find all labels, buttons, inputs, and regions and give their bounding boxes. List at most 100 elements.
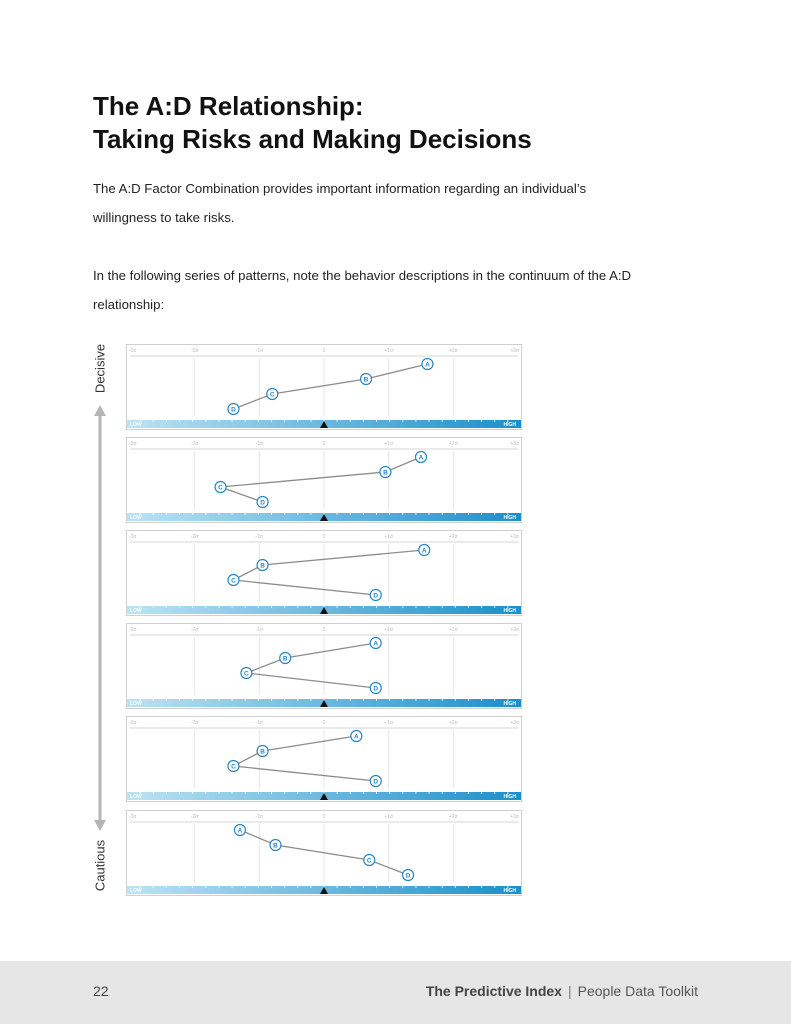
factor-a-marker <box>414 450 428 464</box>
bar-low-label: LOW <box>130 794 142 800</box>
factor-a-marker <box>418 543 431 557</box>
mean-marker-icon <box>320 421 328 428</box>
tick-label: +3σ <box>510 534 520 540</box>
tick-label: 0 <box>323 720 326 726</box>
tick-label: -1σ <box>256 720 264 726</box>
tick-label: -2σ <box>191 441 199 447</box>
bar-low-label: LOW <box>130 515 142 521</box>
tick-label: -1σ <box>256 627 264 633</box>
tick-label: -2σ <box>191 814 199 820</box>
factor-b-label: B <box>283 655 288 662</box>
bar-low-label: LOW <box>130 608 142 614</box>
pattern-line <box>239 829 409 876</box>
footer-brand: The Predictive Index | People Data Toolkit <box>426 983 698 999</box>
factor-c-marker <box>214 480 227 494</box>
factor-d-marker <box>369 588 382 602</box>
cautious-label: Cautious <box>92 839 108 892</box>
factor-c-marker <box>227 573 240 587</box>
factor-d-label: D <box>373 778 378 785</box>
pattern-2: -3σ -2σ -1σ 0 +1σ +2σ +3σ LOW HIGH A B C D <box>126 437 522 523</box>
title-line-1: The A:D Relationship: <box>93 91 364 121</box>
pattern-3: -3σ -2σ -1σ 0 +1σ +2σ +3σ LOW HIGH A B C D <box>126 530 522 616</box>
factor-d-marker <box>256 495 269 509</box>
bar-high-label: HIGH <box>504 888 517 894</box>
factor-a-label: A <box>373 640 378 647</box>
tick-label: +3σ <box>510 814 520 820</box>
tick-label: +3σ <box>510 720 520 726</box>
tick-label: -3σ <box>129 627 137 633</box>
factor-c-label: C <box>367 857 372 864</box>
factor-a-marker <box>350 729 363 743</box>
mean-marker-icon <box>320 887 328 894</box>
factor-c-label: C <box>231 763 236 770</box>
factor-b-marker <box>279 651 292 665</box>
tick-label: 0 <box>323 441 326 447</box>
factor-b-label: B <box>260 748 265 755</box>
intro-paragraph: The A:D Factor Combination provides impo… <box>93 181 587 225</box>
factor-c-marker <box>240 666 253 680</box>
tick-label: -3σ <box>129 534 137 540</box>
product-name: People Data Toolkit <box>577 983 698 999</box>
factor-d-label: D <box>373 685 378 692</box>
tick-label: +1σ <box>384 348 394 354</box>
tick-label: -3σ <box>129 720 137 726</box>
factor-d-label: D <box>260 499 265 506</box>
page-title: The A:D Relationship: Taking Risks and M… <box>93 90 532 156</box>
tick-label: +2σ <box>449 441 459 447</box>
tick-label: +2σ <box>449 814 459 820</box>
factor-b-marker <box>269 838 282 852</box>
bar-high-label: HIGH <box>504 701 517 707</box>
tick-label: 0 <box>323 534 326 540</box>
bar-low-label: LOW <box>130 888 142 894</box>
factor-a-label: A <box>238 827 243 834</box>
factor-c-marker <box>363 853 376 867</box>
tick-label: -1σ <box>256 441 264 447</box>
pattern-1: -3σ -2σ -1σ 0 +1σ +2σ +3σ LOW HIGH A B C D <box>126 344 522 430</box>
tick-label: -2σ <box>191 534 199 540</box>
factor-c-label: C <box>244 670 249 677</box>
tick-label: -3σ <box>129 348 137 354</box>
pattern-line <box>233 363 428 410</box>
bar-high-label: HIGH <box>504 422 517 428</box>
tick-label: +1σ <box>384 627 394 633</box>
tick-label: -2σ <box>191 348 199 354</box>
tick-label: +1σ <box>384 814 394 820</box>
mean-marker-icon <box>320 700 328 707</box>
page-number: 22 <box>93 983 109 999</box>
tick-label: 0 <box>323 348 326 354</box>
pattern-line <box>231 735 376 782</box>
bar-low-label: LOW <box>130 701 142 707</box>
tick-label: 0 <box>323 627 326 633</box>
tick-label: -2σ <box>191 720 199 726</box>
bar-high-label: HIGH <box>504 608 517 614</box>
tick-label: +2σ <box>449 534 459 540</box>
tick-label: +3σ <box>510 441 520 447</box>
bar-low-label: LOW <box>130 422 142 428</box>
factor-b-marker <box>256 558 269 572</box>
factor-b-label: B <box>260 562 265 569</box>
factor-d-marker <box>227 402 240 416</box>
factor-d-marker <box>401 868 415 882</box>
brand-name: The Predictive Index <box>425 983 562 999</box>
pattern-5: -3σ -2σ -1σ 0 +1σ +2σ +3σ LOW HIGH A B C D <box>126 716 522 802</box>
factor-b-marker <box>379 465 392 479</box>
factor-c-label: C <box>218 484 223 491</box>
factor-d-label: D <box>406 872 411 879</box>
factor-a-marker <box>421 357 434 371</box>
page-footer: 22 The Predictive Index | People Data Tool… <box>0 961 791 1024</box>
bar-high-label: HIGH <box>504 515 517 521</box>
pattern-line <box>231 549 425 596</box>
decisive-label: Decisive <box>92 343 108 394</box>
tick-label: -1σ <box>256 534 264 540</box>
factor-b-label: B <box>273 842 278 849</box>
tick-label: 0 <box>323 814 326 820</box>
pattern-line <box>246 642 376 689</box>
factor-b-marker <box>256 744 269 758</box>
factor-c-label: C <box>270 391 275 398</box>
factor-d-marker <box>369 681 382 695</box>
factor-c-label: C <box>231 577 236 584</box>
factor-d-marker <box>369 774 382 788</box>
tick-label: +3σ <box>510 627 520 633</box>
pattern-4: -3σ -2σ -1σ 0 +1σ +2σ +3σ LOW HIGH A B C D <box>126 623 522 709</box>
tick-label: +2σ <box>449 627 459 633</box>
